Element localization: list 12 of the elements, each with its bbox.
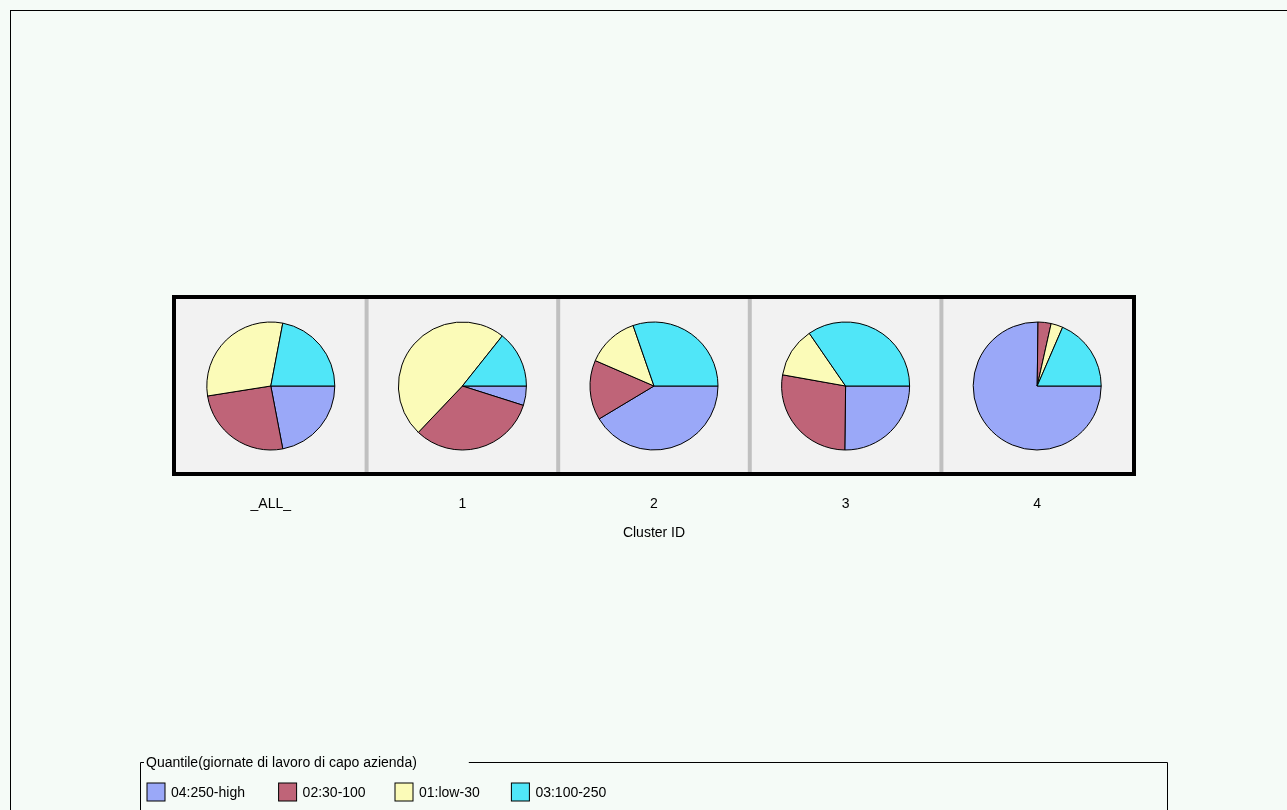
legend-label: 03:100-250	[535, 784, 607, 800]
legend-title: Quantile(giornate di lavoro di capo azienda)	[146, 754, 417, 770]
text: 4	[1033, 495, 1042, 511]
text: 1	[458, 495, 467, 511]
pie-slice	[972, 321, 1102, 451]
legend-label: 04:250-high	[171, 784, 245, 800]
legend-label: 02:30-100	[302, 784, 366, 800]
legend-label: 01:low-30	[419, 784, 480, 800]
text: 3	[841, 495, 850, 511]
text: _ALL_	[249, 495, 292, 511]
text: 2	[650, 495, 659, 511]
text: Cluster ID	[622, 524, 686, 540]
